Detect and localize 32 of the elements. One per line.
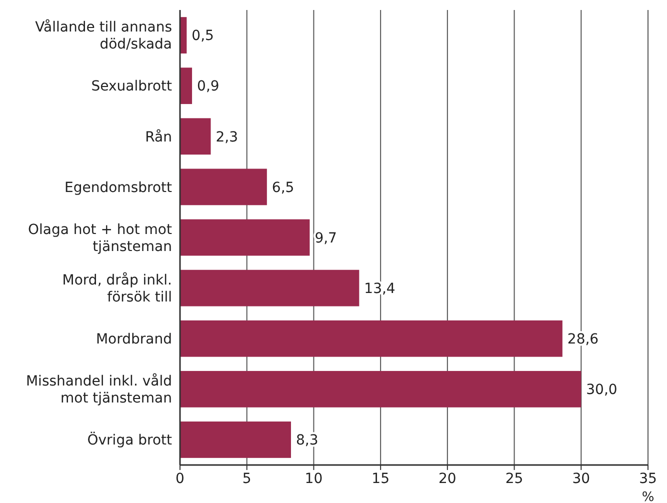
y-tick-label: Egendomsbrott: [64, 180, 173, 196]
x-tick-label: 20: [438, 471, 456, 487]
y-tick-label: Sexualbrott: [91, 78, 173, 95]
data-label: 30,0: [586, 382, 618, 398]
bar: [180, 270, 360, 306]
x-tick-label: 30: [572, 471, 590, 487]
y-tick-label: Mordbrand: [96, 332, 172, 348]
y-tick-label: Olaga hot + hot mot tjänsteman: [28, 222, 172, 255]
x-tick-label: 5: [242, 471, 252, 487]
bar: [180, 68, 192, 104]
y-tick-label: Misshandel inkl. våld mot tjänsteman: [26, 372, 172, 407]
bar: [180, 370, 582, 408]
y-tick-label: Rån: [145, 128, 172, 146]
data-label: 6,5: [272, 180, 294, 196]
x-tick-label: 25: [505, 471, 524, 487]
x-tick-label: 35: [639, 471, 657, 487]
bar: [180, 422, 291, 458]
y-tick-label: Övriga brott: [87, 432, 173, 449]
x-tick-label: 15: [372, 471, 390, 487]
y-tick-label: Vållande till annans död/skada: [35, 18, 172, 53]
x-tick-label: 0: [176, 471, 184, 487]
bar: [180, 118, 211, 155]
data-label: 0,5: [192, 28, 214, 44]
x-tick-label: 10: [304, 471, 323, 487]
data-label: 0,9: [197, 78, 220, 95]
bar: [180, 320, 562, 357]
data-label: 9,7: [314, 230, 337, 246]
bar: [180, 168, 267, 206]
bar: [180, 219, 310, 256]
x-axis-title: %: [642, 490, 654, 503]
y-tick-label: Mord, dråp inkl. försök till: [62, 271, 172, 306]
data-label: 2,3: [216, 129, 238, 146]
